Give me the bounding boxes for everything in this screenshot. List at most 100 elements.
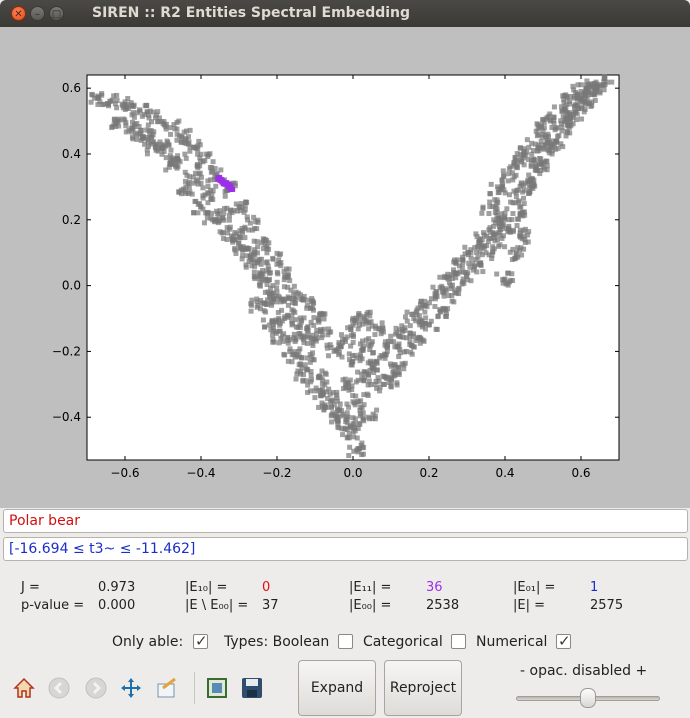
- entity-point: [205, 200, 211, 206]
- entity-name-field[interactable]: Polar bear: [3, 509, 688, 533]
- categorical-checkbox[interactable]: [451, 634, 466, 649]
- entity-point: [278, 263, 284, 269]
- entity-point: [588, 91, 594, 97]
- entity-point: [528, 162, 534, 168]
- entity-point: [413, 338, 419, 344]
- boolean-checkbox[interactable]: [338, 634, 353, 649]
- entity-point: [131, 102, 137, 108]
- entity-point: [357, 413, 363, 419]
- entity-point: [196, 138, 202, 144]
- entity-point: [534, 148, 540, 154]
- entity-point: [465, 252, 471, 258]
- entity-point: [411, 331, 417, 337]
- entity-point: [517, 227, 523, 233]
- entity-point: [388, 383, 394, 389]
- e11-value: 36: [426, 580, 443, 595]
- expand-button[interactable]: Expand: [298, 660, 376, 716]
- entity-point: [591, 84, 597, 90]
- entity-point: [326, 326, 332, 332]
- entity-point: [418, 335, 424, 341]
- maximize-window-button[interactable]: □: [49, 6, 64, 21]
- entity-point: [551, 104, 557, 110]
- forward-icon[interactable]: [84, 676, 108, 700]
- entity-point: [376, 326, 382, 332]
- back-icon[interactable]: [47, 676, 71, 700]
- entity-point: [109, 125, 115, 131]
- close-window-button[interactable]: ✕: [11, 6, 26, 21]
- entity-point: [482, 243, 488, 249]
- entity-point: [242, 207, 248, 213]
- entity-point: [337, 344, 343, 350]
- home-icon[interactable]: [12, 676, 36, 700]
- minimize-window-button[interactable]: –: [30, 6, 45, 21]
- entity-point: [346, 453, 352, 459]
- opacity-slider-handle[interactable]: [580, 688, 596, 708]
- entity-point: [492, 197, 498, 203]
- entity-point: [521, 233, 527, 239]
- entity-point: [487, 204, 493, 210]
- entity-point: [372, 416, 378, 422]
- entity-point: [288, 287, 294, 293]
- entity-point: [531, 157, 537, 163]
- plot-area[interactable]: −0.6 −0.4 −0.2 0.0 0.2 0.4 0.6 0.6 0.4 0.2 0.0 −0.…: [0, 27, 690, 508]
- entity-point: [123, 123, 129, 129]
- entity-point: [304, 305, 310, 311]
- entity-point: [239, 256, 245, 262]
- entity-point: [363, 337, 369, 343]
- save-icon[interactable]: [240, 676, 264, 700]
- entity-point: [270, 283, 276, 289]
- entity-point: [196, 171, 202, 177]
- entity-point: [528, 177, 534, 183]
- entity-point: [477, 249, 483, 255]
- entity-point: [168, 158, 174, 164]
- entity-point: [355, 425, 361, 431]
- entity-point: [334, 389, 340, 395]
- numerical-checkbox[interactable]: [556, 632, 571, 650]
- only-able-checkbox[interactable]: [193, 632, 208, 650]
- configure-icon[interactable]: [205, 676, 229, 700]
- y-tick-label: 0.4: [62, 147, 81, 161]
- entity-point: [559, 108, 565, 114]
- entity-point: [308, 372, 314, 378]
- entity-point: [366, 326, 372, 332]
- entity-point: [518, 204, 524, 210]
- entity-point: [339, 426, 345, 432]
- entity-point: [350, 399, 356, 405]
- entity-point: [195, 151, 201, 157]
- entity-point: [310, 332, 316, 338]
- entity-point: [163, 126, 169, 132]
- entity-point: [489, 252, 495, 258]
- entity-point: [506, 192, 512, 198]
- zoom-icon[interactable]: [155, 676, 179, 700]
- entity-point: [544, 158, 550, 164]
- entity-point: [148, 119, 154, 125]
- pan-icon[interactable]: [119, 676, 143, 700]
- entity-point: [273, 330, 279, 336]
- entity-point: [185, 191, 191, 197]
- entity-point: [404, 318, 410, 324]
- entity-point: [321, 316, 327, 322]
- selected-entity-point: [230, 186, 236, 192]
- entity-point: [99, 92, 105, 98]
- entity-point: [487, 191, 493, 197]
- entity-point: [529, 157, 535, 163]
- entity-point: [130, 126, 136, 132]
- entity-point: [558, 141, 564, 147]
- entity-point: [281, 298, 287, 304]
- entity-point: [609, 79, 615, 85]
- entity-point: [195, 201, 201, 207]
- entity-point: [278, 251, 284, 257]
- entity-point: [479, 252, 485, 258]
- entity-point: [428, 296, 434, 302]
- entity-point: [212, 177, 218, 183]
- reproject-button[interactable]: Reproject: [384, 660, 462, 716]
- query-condition-field[interactable]: [-16.694 ≤ t3~ ≤ -11.462]: [3, 537, 688, 561]
- entity-point: [555, 133, 561, 139]
- entity-point: [373, 378, 379, 384]
- entity-point: [403, 335, 409, 341]
- x-tick-label: 0.0: [343, 466, 362, 480]
- entity-point: [334, 398, 340, 404]
- entity-point: [506, 166, 512, 172]
- scatter-chart[interactable]: −0.6 −0.4 −0.2 0.0 0.2 0.4 0.6 0.60.40.20.0−0.…: [0, 27, 690, 508]
- entity-point: [274, 269, 280, 275]
